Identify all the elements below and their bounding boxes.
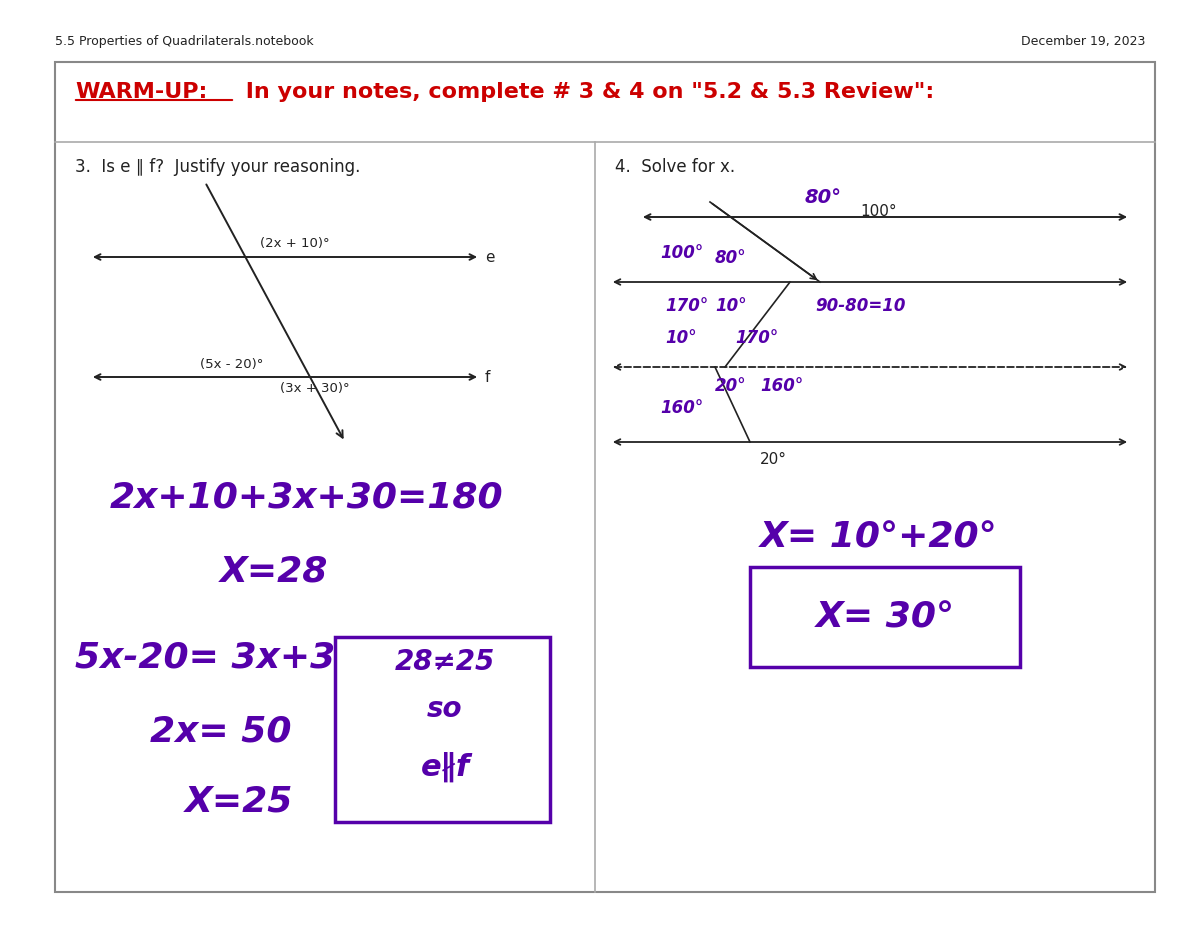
Text: (5x - 20)°: (5x - 20)° (200, 358, 263, 371)
Text: WARM-UP:: WARM-UP: (74, 82, 208, 102)
Text: 170°: 170° (665, 297, 708, 315)
Text: X= 30°: X= 30° (816, 600, 954, 634)
Text: 4.  Solve for x.: 4. Solve for x. (616, 158, 736, 176)
Text: (2x + 10)°: (2x + 10)° (260, 237, 330, 250)
Text: 5x-20= 3x+30: 5x-20= 3x+30 (74, 640, 360, 674)
Text: 90-80=10: 90-80=10 (815, 297, 906, 315)
Text: X=25: X=25 (185, 785, 293, 819)
Text: 28≠25: 28≠25 (395, 648, 496, 676)
Text: 100°: 100° (860, 205, 896, 220)
Text: X= 10°+20°: X= 10°+20° (760, 520, 997, 554)
FancyBboxPatch shape (750, 567, 1020, 667)
Text: 20°: 20° (760, 452, 787, 467)
Text: 170°: 170° (734, 329, 779, 347)
Text: so: so (427, 695, 463, 723)
Text: 160°: 160° (660, 399, 703, 417)
Text: 10°: 10° (715, 297, 746, 315)
Text: 100°: 100° (660, 244, 703, 262)
Text: 2x= 50: 2x= 50 (150, 715, 292, 749)
FancyBboxPatch shape (335, 637, 550, 822)
Text: 3.  Is e ∥ f?  Justify your reasoning.: 3. Is e ∥ f? Justify your reasoning. (74, 158, 360, 176)
Text: X=28: X=28 (220, 555, 329, 589)
Text: (3x + 30)°: (3x + 30)° (280, 382, 349, 395)
Text: e: e (485, 249, 494, 264)
Text: 10°: 10° (665, 329, 697, 347)
Text: e∦f: e∦f (420, 752, 469, 782)
Text: 80°: 80° (715, 249, 746, 267)
Text: 80°: 80° (805, 188, 842, 207)
Text: 160°: 160° (760, 377, 803, 395)
Text: December 19, 2023: December 19, 2023 (1021, 35, 1145, 48)
Text: 20°: 20° (715, 377, 746, 395)
Text: In your notes, complete # 3 & 4 on "5.2 & 5.3 Review":: In your notes, complete # 3 & 4 on "5.2 … (238, 82, 935, 102)
Text: f: f (485, 370, 491, 385)
Text: 2x+10+3x+30=180: 2x+10+3x+30=180 (110, 480, 504, 514)
Text: 5.5 Properties of Quadrilaterals.notebook: 5.5 Properties of Quadrilaterals.noteboo… (55, 35, 313, 48)
FancyBboxPatch shape (55, 62, 1154, 892)
